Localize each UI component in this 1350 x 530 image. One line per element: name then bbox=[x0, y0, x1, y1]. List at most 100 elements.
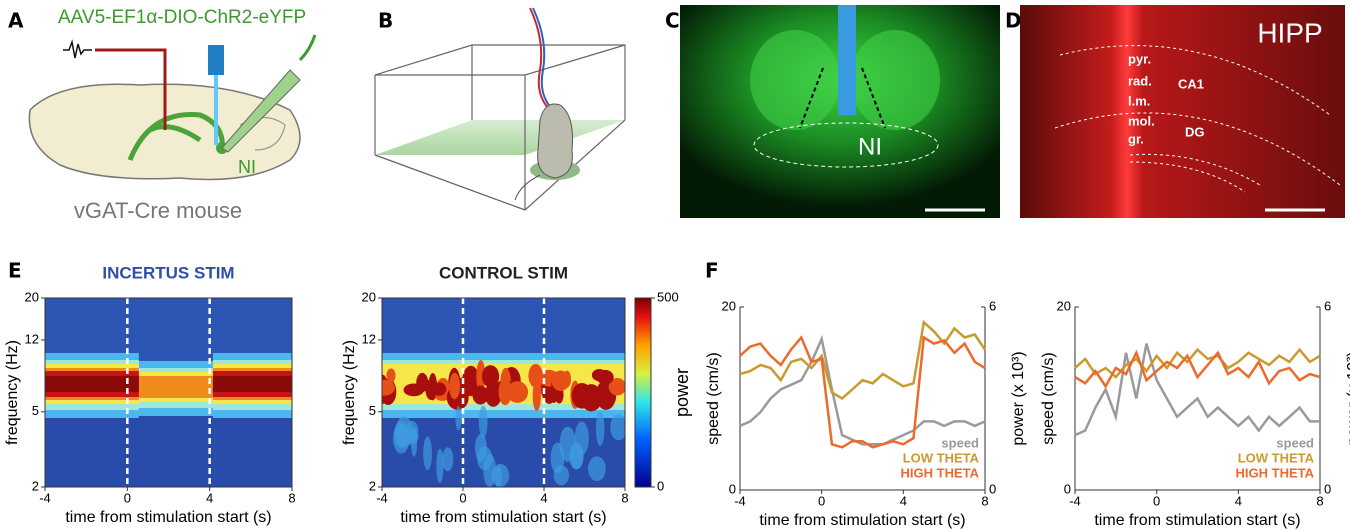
y2-axis-label: power (x 10³) bbox=[1010, 351, 1027, 445]
plot-frame bbox=[381, 297, 626, 488]
mouse bbox=[537, 103, 573, 179]
fiber-cap bbox=[208, 45, 224, 75]
box-edges bbox=[374, 44, 626, 211]
y-tick-label: 2 bbox=[369, 478, 376, 493]
x-tick-label: 8 bbox=[621, 490, 628, 505]
x-tick-label: -4 bbox=[39, 490, 51, 505]
x-axis-label: time from stimulation start (s) bbox=[759, 512, 965, 529]
panel-letter: A bbox=[8, 9, 24, 33]
blob bbox=[498, 378, 512, 406]
y-axis-label: frequency (Hz) bbox=[4, 340, 21, 445]
fiber bbox=[214, 75, 218, 145]
chart-title: CONTROL STIM bbox=[439, 263, 568, 282]
band bbox=[212, 376, 292, 392]
series-line bbox=[1074, 347, 1321, 379]
x-tick-label: 4 bbox=[540, 490, 547, 505]
y-tick-label: 5 bbox=[369, 403, 376, 418]
blob bbox=[574, 421, 589, 456]
blob bbox=[478, 405, 488, 438]
legend-entry: speed bbox=[1276, 435, 1314, 450]
tether bbox=[529, 7, 551, 111]
series-line bbox=[739, 335, 986, 449]
blob bbox=[425, 378, 437, 401]
y-tick-label: 12 bbox=[362, 331, 376, 346]
y2-tick-label: 0 bbox=[1324, 481, 1331, 496]
blob bbox=[483, 453, 497, 487]
x-tick-label: 0 bbox=[124, 490, 131, 505]
x-tick-label: -4 bbox=[376, 490, 388, 505]
area-label: DG bbox=[1185, 124, 1205, 139]
x-tick-label: 0 bbox=[1153, 493, 1160, 508]
panel-letter: C bbox=[665, 9, 680, 33]
stim-icon bbox=[63, 39, 92, 59]
spectrogram-image bbox=[45, 298, 292, 487]
y-axis-label: frequency (Hz) bbox=[341, 340, 358, 445]
area-label: CA1 bbox=[1178, 76, 1204, 91]
mouse-label: vGAT-Cre mouse bbox=[74, 198, 242, 223]
blob bbox=[382, 379, 395, 396]
legend-entry: LOW THETA bbox=[1238, 450, 1315, 465]
x-tick-label: 4 bbox=[206, 490, 213, 505]
y2-axis-label: power (x 10³) bbox=[1345, 351, 1350, 445]
ni-label: NI bbox=[858, 133, 882, 160]
blob bbox=[551, 370, 570, 391]
colorbar-tick-label: 500 bbox=[657, 289, 679, 304]
y-tick-label: 20 bbox=[362, 289, 376, 304]
series-line bbox=[739, 334, 986, 446]
layer-label: pyr. bbox=[1128, 51, 1151, 66]
construct-label: AAV5-EF1α-DIO-ChR2-eYFP bbox=[58, 7, 306, 28]
y-tick-label: 20 bbox=[25, 289, 39, 304]
blob bbox=[472, 385, 489, 405]
panel-letter: E bbox=[8, 259, 22, 283]
blob bbox=[455, 406, 462, 431]
plot-frame bbox=[44, 297, 293, 488]
chart-title: INCERTUS STIM bbox=[102, 263, 234, 282]
tail bbox=[514, 174, 541, 201]
blob bbox=[528, 363, 543, 388]
layer-label: mol. bbox=[1128, 113, 1155, 128]
x-tick-label: 0 bbox=[818, 493, 825, 508]
blob bbox=[506, 381, 529, 403]
layer-label: gr. bbox=[1128, 131, 1144, 146]
blob bbox=[476, 360, 486, 392]
x-axis-label: time from stimulation start (s) bbox=[65, 509, 271, 526]
layer-lines bbox=[1054, 45, 1341, 193]
blob bbox=[610, 414, 625, 441]
x-axis-label: time from stimulation start (s) bbox=[400, 509, 606, 526]
x-axis-label: time from stimulation start (s) bbox=[1094, 512, 1300, 529]
electrode bbox=[95, 48, 167, 130]
arrow bbox=[298, 34, 317, 62]
micrograph-d bbox=[1020, 5, 1345, 218]
ni-label: NI bbox=[238, 157, 256, 177]
y-axis-label: speed (cm/s) bbox=[705, 352, 722, 444]
band bbox=[133, 376, 218, 398]
region-label: HIPP bbox=[1257, 17, 1322, 48]
blob bbox=[474, 434, 487, 462]
series-line bbox=[1074, 349, 1321, 389]
box-edge bbox=[374, 154, 526, 211]
blob bbox=[386, 368, 396, 383]
y-tick-label: 12 bbox=[25, 331, 39, 346]
layer-label: rad. bbox=[1128, 73, 1152, 88]
legend-entry: LOW THETA bbox=[903, 450, 980, 465]
blob bbox=[410, 426, 418, 457]
y-tick-label: 20 bbox=[722, 298, 736, 313]
pipette bbox=[221, 69, 301, 153]
series-line bbox=[739, 319, 987, 401]
blob bbox=[595, 410, 605, 446]
blob bbox=[403, 383, 425, 397]
x-tick-label: 8 bbox=[288, 490, 295, 505]
x-tick-label: 4 bbox=[900, 493, 907, 508]
projections bbox=[127, 112, 225, 161]
colorbar-label: power bbox=[672, 368, 692, 417]
x-tick-label: -4 bbox=[734, 493, 746, 508]
y2-tick-label: 6 bbox=[989, 298, 996, 313]
legend-entry: speed bbox=[941, 435, 979, 450]
ni-outline bbox=[753, 122, 939, 168]
y-tick-label: 5 bbox=[32, 403, 39, 418]
y-tick-label: 2 bbox=[32, 478, 39, 493]
blob bbox=[608, 378, 625, 396]
colorbar bbox=[634, 297, 652, 488]
y2-tick-label: 0 bbox=[989, 481, 996, 496]
